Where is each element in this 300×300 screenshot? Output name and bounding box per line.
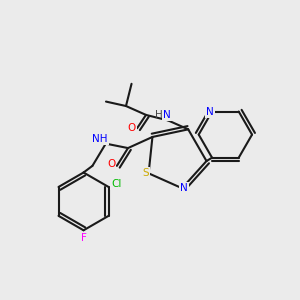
Text: NH: NH (92, 134, 108, 144)
Text: S: S (142, 168, 148, 178)
Text: N: N (206, 106, 214, 116)
Text: N: N (180, 183, 188, 193)
Text: N: N (163, 110, 171, 120)
Text: Cl: Cl (111, 178, 122, 189)
Text: O: O (107, 159, 116, 169)
Text: H: H (155, 110, 163, 120)
Text: O: O (128, 123, 136, 133)
Text: F: F (81, 233, 86, 243)
